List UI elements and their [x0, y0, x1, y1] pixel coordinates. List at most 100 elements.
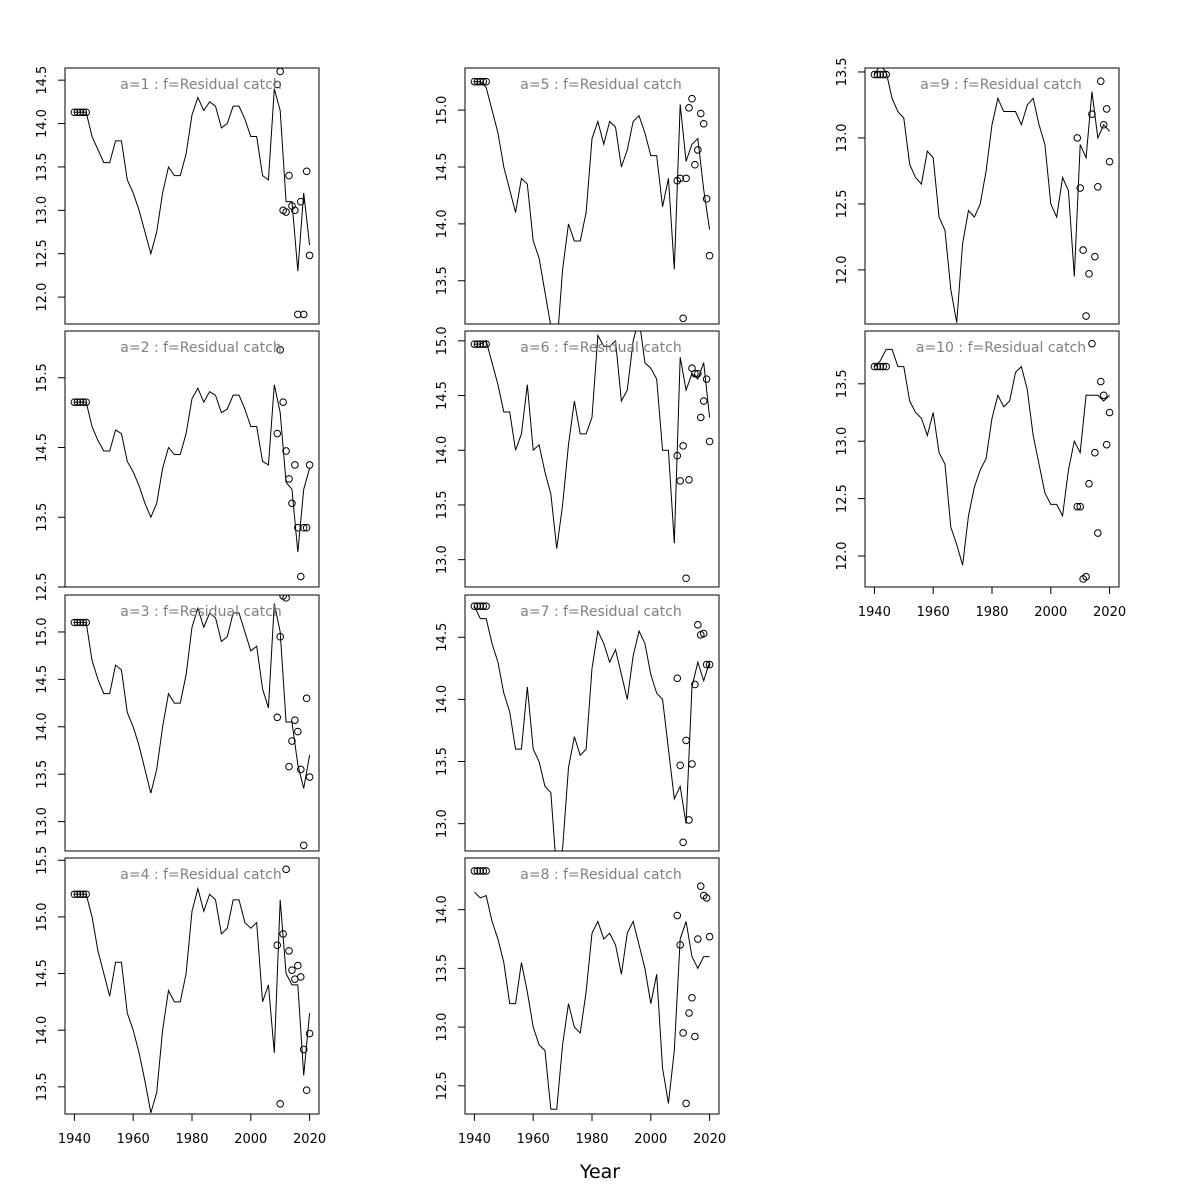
data-point [76, 618, 85, 627]
plot-area [70, 865, 314, 1114]
data-point [482, 77, 490, 86]
data-line [74, 886, 311, 1114]
data-line [74, 88, 311, 272]
data-point [473, 77, 482, 86]
data-point [1105, 408, 1114, 417]
y-tick-label: 13.5 [835, 369, 850, 398]
y-tick-label: 13.0 [835, 123, 850, 152]
panel-title: a=4 : f=Residual catch [120, 867, 281, 883]
data-point [676, 477, 684, 485]
data-point [682, 1099, 690, 1108]
data-point [82, 618, 90, 627]
data-point [679, 1029, 687, 1037]
data-point [302, 694, 311, 703]
data-point [685, 475, 693, 484]
y-tick-label: 13.0 [835, 427, 850, 456]
data-point [302, 167, 311, 176]
data-point [470, 77, 479, 86]
y-tick-label: 13.5 [835, 57, 850, 86]
data-point [691, 369, 699, 378]
data-point [70, 108, 79, 117]
x-tick-label: 2020 [1093, 605, 1126, 620]
panel-title: a=6 : f=Residual catch [520, 340, 681, 356]
data-point [291, 461, 299, 469]
y-tick-label: 13.0 [435, 545, 450, 574]
data-point [470, 602, 479, 610]
data-point [70, 618, 79, 627]
y-tick-label: 15.5 [35, 846, 50, 875]
data-point [302, 1086, 311, 1095]
data-point [694, 621, 702, 629]
data-point [688, 993, 696, 1002]
y-tick-label: 13.5 [435, 747, 450, 776]
plot-area [870, 68, 1114, 323]
data-point [473, 340, 482, 348]
data-point [705, 932, 714, 941]
data-point [1088, 339, 1096, 348]
data-point [702, 660, 711, 669]
data-point [870, 70, 879, 79]
data-point [702, 894, 711, 902]
data-point [70, 890, 79, 899]
data-point [1085, 479, 1093, 488]
data-point [288, 737, 296, 745]
panel-frame [64, 67, 320, 325]
data-point [79, 398, 88, 406]
data-point [691, 1032, 699, 1041]
plot-area [870, 339, 1114, 583]
x-tick-label: 1980 [575, 1132, 608, 1147]
data-point [705, 251, 714, 260]
data-line [474, 331, 711, 549]
data-point [691, 680, 699, 689]
data-point [676, 941, 684, 949]
data-point [1076, 502, 1084, 511]
panel-title: a=3 : f=Residual catch [120, 604, 281, 620]
data-point [476, 340, 485, 348]
x-tick-label: 2020 [693, 1132, 726, 1147]
y-tick-label: 14.5 [435, 623, 450, 652]
data-point [673, 674, 682, 683]
data-point [870, 362, 879, 371]
data-point [1076, 184, 1084, 192]
y-tick-label: 15.0 [435, 326, 450, 355]
y-tick-label: 12.5 [435, 1071, 450, 1100]
data-point [276, 68, 284, 76]
y-tick-label: 14.5 [35, 665, 50, 694]
data-point [285, 475, 293, 483]
plot-area [70, 68, 314, 319]
data-point [482, 602, 490, 610]
data-point [679, 314, 687, 323]
data-point [682, 174, 690, 183]
data-point [288, 966, 296, 974]
data-point [302, 523, 311, 532]
data-point [288, 499, 296, 508]
y-tick-label: 14.5 [35, 433, 50, 462]
plot-area [470, 77, 714, 324]
y-tick-label: 13.5 [435, 266, 450, 295]
data-point [82, 890, 90, 899]
x-tick-label: 2020 [293, 1132, 326, 1147]
data-point [696, 882, 705, 890]
data-point [691, 160, 699, 169]
data-point [694, 935, 702, 943]
data-point [73, 618, 82, 627]
data-point [705, 437, 714, 446]
data-point [76, 890, 85, 899]
data-point [879, 70, 888, 79]
data-point [1091, 448, 1099, 457]
data-point [305, 461, 314, 469]
data-point [876, 70, 885, 79]
data-point [76, 398, 85, 406]
panel: a=5 : f=Residual catch 13.5 14.0 14.5 15.0 [435, 67, 720, 325]
data-point [276, 346, 284, 354]
data-point [291, 206, 299, 215]
data-point [73, 890, 82, 899]
y-tick-label: 15.0 [435, 96, 450, 125]
data-point [699, 629, 708, 638]
data-point [1105, 157, 1114, 166]
data-line [74, 603, 311, 794]
x-tick-label: 1960 [517, 1132, 550, 1147]
x-tick-label: 2000 [234, 1132, 267, 1147]
panel: a=4 : f=Residual catch 13.5 14.0 14.5 15.0 15… [35, 846, 326, 1147]
data-point [79, 890, 88, 899]
